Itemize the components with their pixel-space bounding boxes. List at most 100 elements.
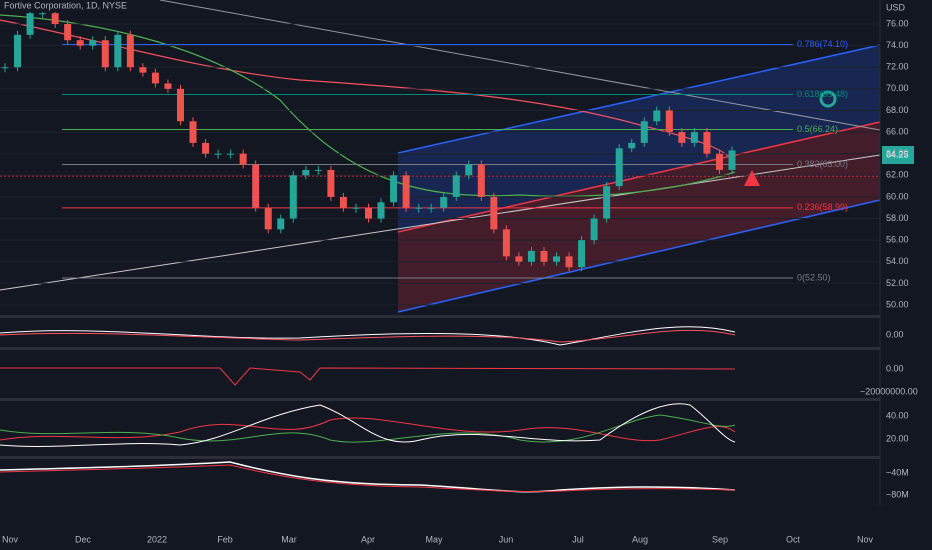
pane-label: 0.00 (886, 329, 904, 339)
candle (352, 207, 360, 209)
candle (264, 207, 272, 230)
x-tick-label: Jul (572, 534, 584, 544)
candle (76, 40, 84, 46)
candle (665, 110, 673, 133)
candle (365, 207, 372, 219)
candle (690, 132, 698, 143)
channel-line (397, 44, 881, 154)
y-tick-label: 56.00 (886, 235, 909, 245)
candle (452, 175, 460, 197)
y-tick-label: 54.00 (886, 256, 909, 266)
candle (502, 229, 510, 257)
candle (339, 196, 347, 208)
x-tick-label: May (425, 534, 443, 544)
pane-label: 0.00 (886, 363, 904, 373)
pane-label: 20.00 (886, 433, 909, 443)
y-tick-label: 70.00 (886, 83, 909, 93)
pane-label: −20000000.00 (860, 386, 918, 396)
x-tick-label: 2022 (147, 534, 167, 544)
warning-icon (744, 170, 760, 186)
candle (26, 13, 34, 35)
separator (0, 398, 880, 401)
candle (164, 83, 172, 89)
candle (114, 34, 122, 68)
price-pane (0, 9, 880, 306)
candle (540, 250, 548, 262)
candle (377, 202, 385, 219)
candle (227, 153, 235, 155)
candle (176, 88, 184, 122)
fib-label: 0.382(63.00) (797, 159, 848, 169)
fib-label: 0(52.50) (797, 272, 831, 282)
candle (703, 132, 711, 154)
volume-osc (0, 367, 736, 386)
y-tick-label: 68.00 (886, 105, 909, 115)
candle (440, 196, 448, 208)
x-tick-label: Jun (499, 534, 514, 544)
candle (101, 40, 109, 68)
macd-line (0, 326, 736, 346)
y-tick-label: 64.00 (886, 148, 909, 158)
separator (0, 315, 880, 318)
trend-line (0, 154, 881, 291)
trend-line (159, 0, 881, 131)
fib-label: 0.236(58.99) (797, 202, 848, 212)
separator (0, 456, 880, 459)
y-tick-label: 76.00 (886, 18, 909, 28)
candle (515, 256, 523, 262)
x-tick-label: Sep (712, 534, 728, 544)
candle (415, 207, 423, 209)
candle (14, 34, 22, 68)
candle (151, 72, 159, 84)
pane-label: −40M (886, 467, 909, 477)
pane-separators (0, 315, 932, 530)
candle (578, 240, 586, 268)
chart-title: Fortive Corporation, 1D, NYSE (4, 0, 127, 10)
candle (628, 142, 636, 149)
candle (653, 110, 661, 122)
candle (490, 196, 498, 230)
candle (527, 250, 535, 262)
obv-ma (0, 464, 736, 493)
y-tick-label: 74.00 (886, 40, 909, 50)
candle (678, 132, 686, 143)
dmi-plus (0, 414, 736, 443)
candle (126, 34, 134, 68)
time-axis-bg (0, 506, 932, 530)
macd-signal (0, 329, 736, 343)
header-bg (0, 0, 120, 12)
price-tag (882, 146, 914, 164)
y-tick-label: 66.00 (886, 126, 909, 136)
candle (239, 153, 247, 165)
x-tick-label: Nov (2, 534, 19, 544)
fib-label: 0.5(66.24) (797, 124, 838, 134)
x-tick-label: Dec (75, 534, 92, 544)
candle (214, 153, 222, 155)
candle (64, 24, 72, 41)
separator (0, 347, 880, 350)
icon (819, 90, 837, 108)
y-tick-label: 60.00 (886, 191, 909, 201)
obv-line (0, 461, 736, 493)
candle (553, 256, 561, 262)
x-tick-label: Mar (281, 534, 297, 544)
candle (314, 169, 322, 171)
fib-label: 0.786(74.10) (797, 39, 848, 49)
candle (277, 218, 285, 230)
dmi-minus (0, 417, 736, 442)
candle (189, 121, 197, 143)
candle (202, 142, 210, 154)
candle (51, 13, 59, 24)
y-tick-label: 50.00 (886, 299, 909, 309)
candle (427, 207, 435, 209)
candle (590, 218, 598, 241)
candle (89, 40, 97, 46)
candle (289, 175, 297, 219)
channel-line (397, 121, 881, 233)
candle (615, 148, 623, 187)
pane-label: −80M (886, 489, 909, 499)
candle (565, 256, 573, 268)
candle (302, 169, 310, 176)
y-tick-label: 62.00 (886, 170, 909, 180)
